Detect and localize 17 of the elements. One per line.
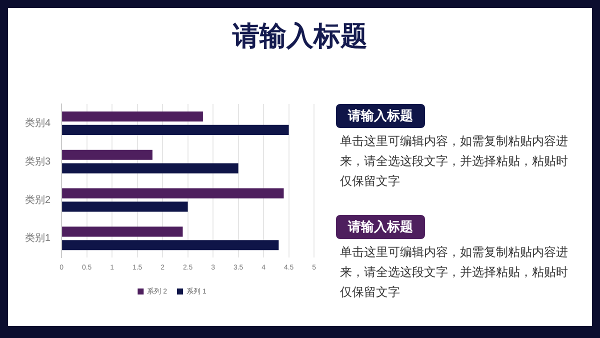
text: 单击这里可编辑内容，如需复制粘贴内容进来，请全选这段文字，并选择粘贴，粘贴时仅保留文字 (340, 133, 569, 190)
text: 单击这里可编辑内容，如需复制粘贴内容进来，请全选这段文字，并选择粘贴，粘贴时仅保留文字 (340, 244, 569, 301)
bar (62, 202, 188, 212)
y-tick-label: 类别2 (25, 194, 51, 206)
bar (62, 163, 238, 174)
chart-title: 请输入标题 (231, 20, 368, 54)
bar (62, 111, 203, 122)
bar (62, 240, 279, 250)
y-tick-label: 类别1 (25, 232, 51, 244)
bar (62, 188, 284, 198)
bar (62, 150, 152, 160)
text: 请输入标题 (336, 215, 425, 239)
bar (62, 124, 289, 135)
y-tick-label: 类别3 (25, 155, 51, 168)
bar (62, 226, 183, 237)
y-tick-label: 类别4 (25, 116, 51, 129)
text: 请输入标题 (336, 104, 425, 128)
